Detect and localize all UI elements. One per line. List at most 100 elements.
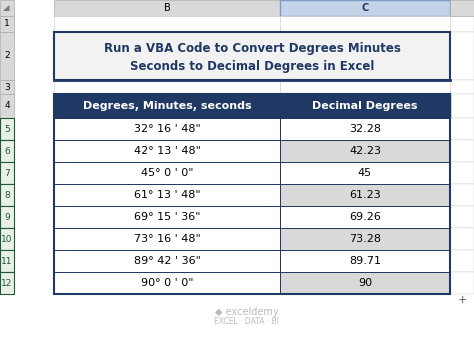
Bar xyxy=(280,228,450,250)
Text: +: + xyxy=(457,295,467,305)
Text: 8: 8 xyxy=(4,190,10,200)
Bar xyxy=(450,32,474,80)
Bar xyxy=(54,80,280,94)
Bar xyxy=(54,272,280,294)
Bar xyxy=(450,118,474,140)
Bar xyxy=(280,118,450,140)
Bar xyxy=(450,0,474,16)
Bar xyxy=(54,250,280,272)
Text: 32° 16 ' 48": 32° 16 ' 48" xyxy=(134,124,201,134)
Bar xyxy=(0,228,14,250)
Bar xyxy=(280,206,450,228)
Bar xyxy=(54,32,450,80)
Text: Decimal Degrees: Decimal Degrees xyxy=(312,101,418,111)
Bar xyxy=(54,94,280,118)
Bar xyxy=(280,228,450,250)
Bar xyxy=(0,140,14,162)
Bar xyxy=(54,250,280,272)
Bar xyxy=(0,118,14,140)
Text: Run a VBA Code to Convert Degrees Minutes: Run a VBA Code to Convert Degrees Minute… xyxy=(103,42,401,55)
Text: 1: 1 xyxy=(4,20,10,28)
Text: ◢: ◢ xyxy=(3,3,9,12)
Bar xyxy=(54,206,280,228)
Bar xyxy=(0,80,14,94)
Text: ◆ exceldemy: ◆ exceldemy xyxy=(215,307,278,317)
Bar xyxy=(54,94,280,118)
Bar xyxy=(280,250,450,272)
Bar xyxy=(280,94,450,118)
Text: 5: 5 xyxy=(4,125,10,133)
Bar xyxy=(450,162,474,184)
Text: 73.28: 73.28 xyxy=(349,234,381,244)
Bar xyxy=(280,162,450,184)
Text: 32.28: 32.28 xyxy=(349,124,381,134)
Text: 12: 12 xyxy=(1,279,13,287)
Text: 3: 3 xyxy=(4,83,10,92)
Bar xyxy=(280,184,450,206)
Bar xyxy=(54,16,280,32)
Bar xyxy=(280,80,450,94)
Text: 45° 0 ' 0": 45° 0 ' 0" xyxy=(141,168,193,178)
Text: 61.23: 61.23 xyxy=(349,190,381,200)
Bar xyxy=(0,0,14,16)
Bar xyxy=(450,94,474,118)
Bar xyxy=(280,184,450,206)
Bar xyxy=(0,162,14,184)
Text: 42° 13 ' 48": 42° 13 ' 48" xyxy=(134,146,201,156)
Bar xyxy=(450,16,474,32)
Bar xyxy=(280,272,450,294)
Bar xyxy=(280,250,450,272)
Bar xyxy=(280,272,450,294)
Text: 2: 2 xyxy=(4,51,10,60)
Bar xyxy=(280,140,450,162)
Text: C: C xyxy=(361,3,369,13)
Bar xyxy=(54,140,280,162)
Text: 6: 6 xyxy=(4,146,10,155)
Bar xyxy=(54,118,280,140)
Bar xyxy=(280,94,450,118)
Text: Degrees, Minutes, seconds: Degrees, Minutes, seconds xyxy=(82,101,251,111)
Bar xyxy=(0,94,14,118)
Text: 61° 13 ' 48": 61° 13 ' 48" xyxy=(134,190,201,200)
Bar xyxy=(450,184,474,206)
Bar xyxy=(450,206,474,228)
Bar xyxy=(54,140,280,162)
Text: 45: 45 xyxy=(358,168,372,178)
Bar xyxy=(54,206,280,228)
Text: 89° 42 ' 36": 89° 42 ' 36" xyxy=(134,256,201,266)
Text: 89.71: 89.71 xyxy=(349,256,381,266)
Bar xyxy=(54,228,280,250)
Bar xyxy=(0,206,14,228)
Text: 11: 11 xyxy=(1,257,13,265)
Bar xyxy=(0,32,14,80)
Text: 9: 9 xyxy=(4,213,10,222)
Text: 69° 15 ' 36": 69° 15 ' 36" xyxy=(134,212,200,222)
Text: 10: 10 xyxy=(1,235,13,244)
Bar xyxy=(54,184,280,206)
Text: 69.26: 69.26 xyxy=(349,212,381,222)
Bar xyxy=(54,94,450,294)
Bar xyxy=(0,184,14,206)
Bar xyxy=(54,228,280,250)
Bar xyxy=(54,184,280,206)
Bar xyxy=(280,0,450,16)
Text: EXCEL · DATA · BI: EXCEL · DATA · BI xyxy=(214,317,279,326)
Bar xyxy=(0,250,14,272)
Text: B: B xyxy=(164,3,170,13)
Bar xyxy=(450,272,474,294)
Text: 73° 16 ' 48": 73° 16 ' 48" xyxy=(134,234,201,244)
Bar xyxy=(280,206,450,228)
Bar xyxy=(280,162,450,184)
Bar xyxy=(450,250,474,272)
Bar xyxy=(54,162,280,184)
Bar xyxy=(280,16,450,32)
Text: 42.23: 42.23 xyxy=(349,146,381,156)
Bar xyxy=(280,118,450,140)
Bar xyxy=(0,272,14,294)
Text: 7: 7 xyxy=(4,168,10,177)
Bar xyxy=(280,32,450,80)
Bar xyxy=(450,80,474,94)
Text: Seconds to Decimal Degrees in Excel: Seconds to Decimal Degrees in Excel xyxy=(130,60,374,73)
Bar xyxy=(54,0,280,16)
Bar xyxy=(450,228,474,250)
